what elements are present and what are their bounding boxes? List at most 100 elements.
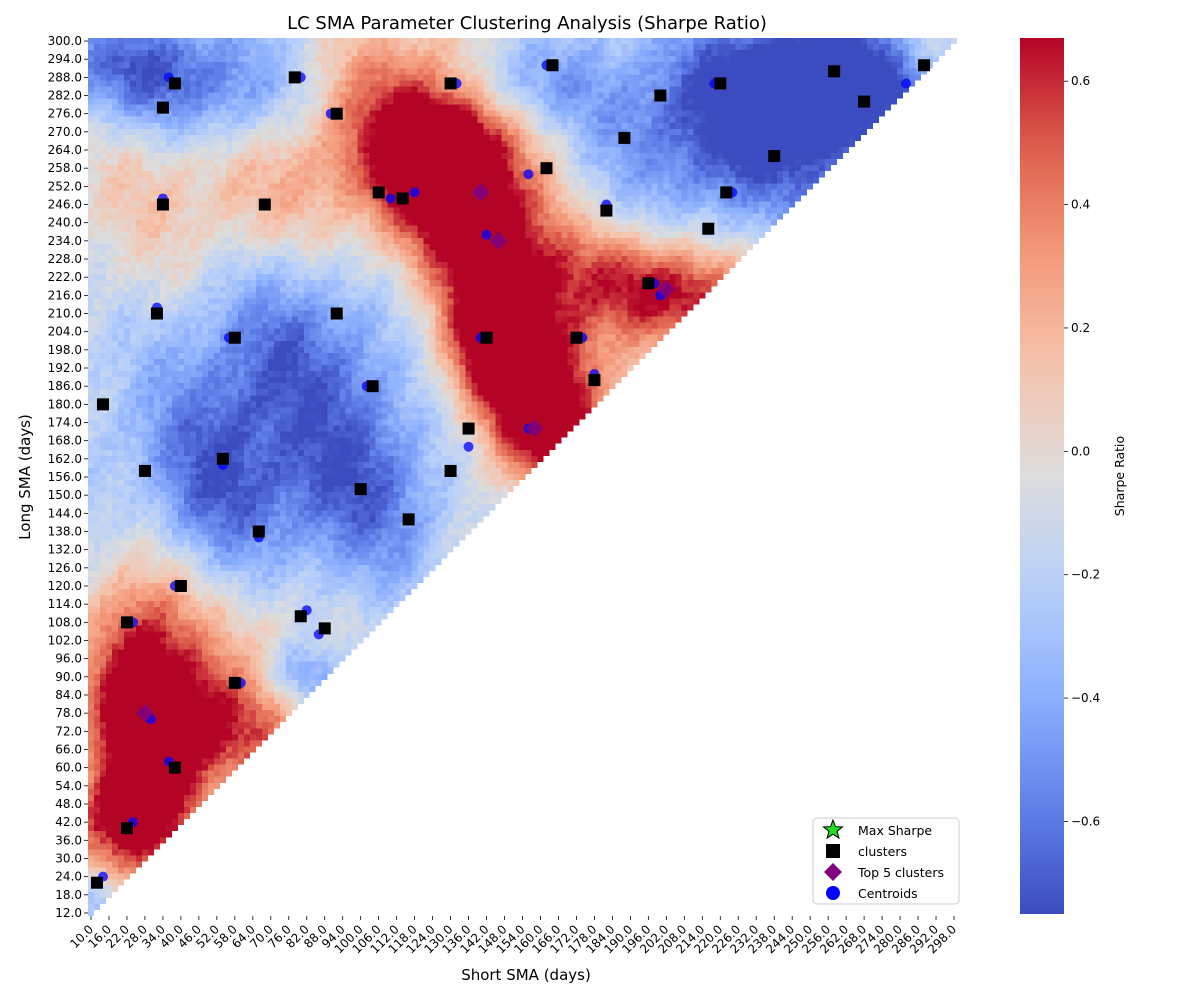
- y-tick-label: 156.0: [48, 470, 82, 484]
- y-tick-label: 300.0: [48, 34, 82, 48]
- y-tick-label: 30.0: [55, 851, 82, 865]
- y-tick-label: 132.0: [48, 543, 82, 557]
- y-tick-label: 84.0: [55, 688, 82, 702]
- y-tick-label: 228.0: [48, 252, 82, 266]
- y-tick-label: 126.0: [48, 561, 82, 575]
- legend-box: [812, 817, 960, 905]
- y-tick-label: 192.0: [48, 361, 82, 375]
- y-tick-label: 72.0: [55, 724, 82, 738]
- cluster-marker: [156, 198, 169, 211]
- cluster-marker: [702, 222, 715, 235]
- colorbar-label: Sharpe Ratio: [1112, 436, 1127, 516]
- cluster-marker: [366, 380, 379, 393]
- colorbar-ticks: −0.6 −0.4 −0.2 0.0 0.2 0.4 0.6: [1064, 74, 1100, 828]
- y-tick-label: 102.0: [48, 633, 82, 647]
- cluster-marker: [330, 307, 343, 320]
- top5-cluster-marker: [471, 183, 490, 202]
- y-tick-label: 48.0: [55, 797, 82, 811]
- y-tick-label: 36.0: [55, 833, 82, 847]
- y-tick-label: 276.0: [48, 107, 82, 121]
- y-axis-ticks: 300.0 294.0 288.0 282.0 276.0 270.0 264.0 258.0…: [48, 34, 88, 920]
- y-tick-label: 18.0: [55, 888, 82, 902]
- y-tick-label: 54.0: [55, 779, 82, 793]
- cluster-marker: [918, 59, 931, 72]
- colorbar-tick-label: −0.6: [1071, 814, 1100, 828]
- cluster-marker: [318, 622, 331, 635]
- legend-diamond-icon: [824, 863, 842, 881]
- y-tick-label: 60.0: [55, 761, 82, 775]
- y-tick-label: 144.0: [48, 506, 82, 520]
- cluster-marker: [714, 77, 727, 90]
- cluster-marker: [540, 162, 553, 175]
- cluster-marker: [588, 374, 601, 387]
- cluster-marker: [618, 131, 631, 144]
- chart-title: LC SMA Parameter Clustering Analysis (Sh…: [287, 13, 767, 34]
- centroid-marker: [385, 193, 396, 204]
- centroid-marker: [481, 229, 492, 240]
- y-tick-label: 210.0: [48, 307, 82, 321]
- y-tick-label: 168.0: [48, 434, 82, 448]
- x-axis-title: Short SMA (days): [461, 966, 591, 984]
- cluster-marker: [252, 525, 265, 538]
- y-tick-label: 12.0: [55, 906, 82, 920]
- cluster-marker: [654, 89, 667, 102]
- y-tick-label: 78.0: [55, 706, 82, 720]
- colorbar-tick-label: −0.4: [1071, 691, 1100, 705]
- legend-square-icon: [826, 844, 840, 858]
- centroid-marker: [409, 187, 420, 198]
- y-tick-label: 186.0: [48, 379, 82, 393]
- cluster-marker: [228, 676, 241, 689]
- y-axis-title: Long SMA (days): [16, 414, 34, 540]
- y-tick-label: 174.0: [48, 416, 82, 430]
- cluster-marker: [444, 464, 457, 477]
- y-tick-label: 258.0: [48, 161, 82, 175]
- legend-label-clusters: clusters: [858, 844, 907, 859]
- y-tick-label: 108.0: [48, 615, 82, 629]
- y-tick-label: 150.0: [48, 488, 82, 502]
- cluster-marker: [96, 398, 109, 411]
- heatmap: [88, 38, 963, 916]
- y-tick-label: 66.0: [55, 742, 82, 756]
- y-tick-label: 180.0: [48, 397, 82, 411]
- legend-label-centroids: Centroids: [858, 886, 918, 901]
- top5-cluster-marker: [135, 704, 154, 723]
- cluster-marker: [120, 616, 133, 629]
- cluster-marker: [294, 610, 307, 623]
- cluster-marker: [174, 579, 187, 592]
- cluster-marker: [228, 331, 241, 344]
- legend-label-top5: Top 5 clusters: [857, 865, 944, 880]
- y-tick-label: 222.0: [48, 270, 82, 284]
- cluster-marker: [600, 204, 613, 217]
- colorbar: −0.6 −0.4 −0.2 0.0 0.2 0.4 0.6 Sharpe Ratio: [1020, 38, 1127, 914]
- legend-circle-icon: [826, 886, 840, 900]
- cluster-marker: [828, 65, 841, 78]
- cluster-marker: [150, 307, 163, 320]
- colorbar-tick-label: −0.2: [1071, 568, 1100, 582]
- cluster-marker: [480, 331, 493, 344]
- y-tick-label: 162.0: [48, 452, 82, 466]
- y-tick-label: 270.0: [48, 125, 82, 139]
- colorbar-tick-label: 0.6: [1071, 74, 1090, 88]
- cluster-marker: [546, 59, 559, 72]
- cluster-markers: [90, 59, 931, 889]
- cluster-marker: [120, 822, 133, 835]
- legend-star-icon: [822, 818, 844, 840]
- y-tick-label: 234.0: [48, 234, 82, 248]
- cluster-marker: [156, 101, 169, 114]
- y-tick-label: 138.0: [48, 524, 82, 538]
- cluster-marker: [720, 186, 733, 199]
- y-tick-label: 204.0: [48, 325, 82, 339]
- y-tick-label: 288.0: [48, 70, 82, 84]
- cluster-marker: [444, 77, 457, 90]
- cluster-marker: [168, 761, 181, 774]
- top5-cluster-marker: [657, 280, 676, 299]
- centroid-marker: [463, 441, 474, 452]
- centroid-marker: [901, 78, 912, 89]
- y-tick-label: 246.0: [48, 198, 82, 212]
- y-tick-label: 24.0: [55, 870, 82, 884]
- y-tick-label: 240.0: [48, 216, 82, 230]
- cluster-marker: [372, 186, 385, 199]
- cluster-marker: [216, 452, 229, 465]
- y-tick-label: 114.0: [48, 597, 82, 611]
